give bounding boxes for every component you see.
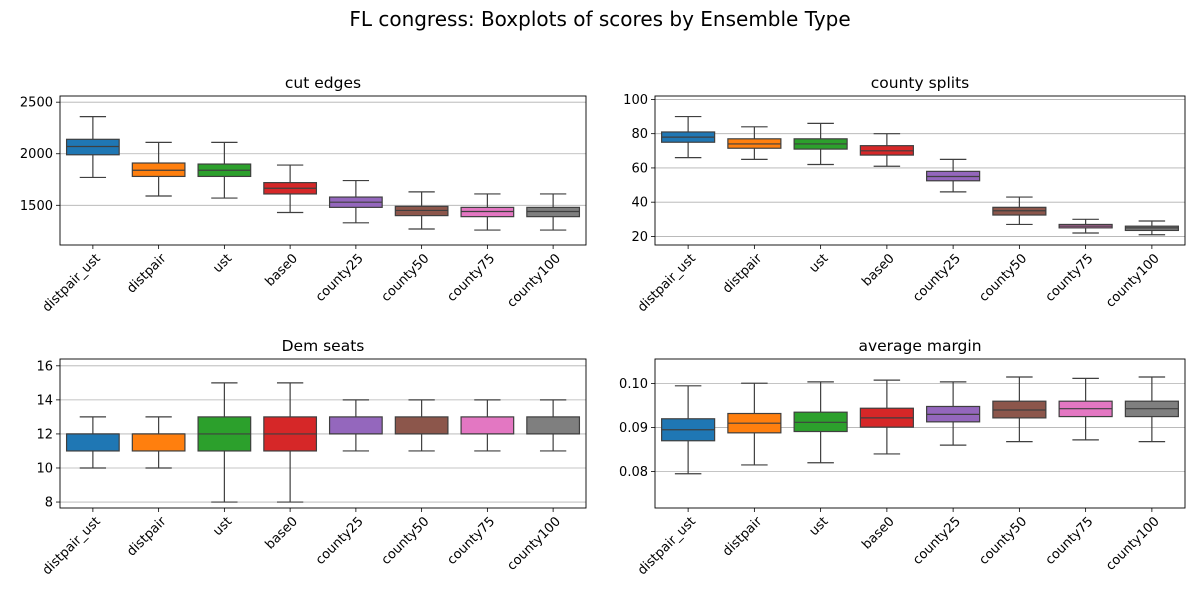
- x-tick-label: distpair_ust: [635, 251, 699, 315]
- x-tick-label: ust: [807, 251, 832, 276]
- box-distpair_ust: [65, 433, 120, 452]
- x-tick-label: county75: [445, 251, 499, 305]
- box-distpair: [131, 433, 186, 452]
- subplot-title: county splits: [871, 74, 970, 92]
- y-tick-label: 100: [623, 93, 648, 108]
- x-tick-label: county100: [1103, 251, 1163, 311]
- x-tick-label: county25: [313, 251, 367, 305]
- x-tick-label: base0: [263, 251, 301, 289]
- x-tick-label: ust: [210, 251, 235, 276]
- x-tick-label: county25: [313, 514, 367, 568]
- x-tick-label: county50: [977, 514, 1031, 568]
- box-county50: [394, 416, 449, 435]
- x-tick-label: county75: [1043, 514, 1097, 568]
- subplot-average-margin: average margin 0.08 0.09 0.10 distpair_ust di…: [619, 337, 1186, 578]
- subplot-cut-edges: cut edges 1500 2000 2500 distpair_ust distpai…: [20, 74, 587, 315]
- y-tick-label: 14: [36, 393, 53, 408]
- subplot-title: cut edges: [285, 74, 361, 92]
- box-county75: [460, 416, 515, 435]
- x-tick-label: county75: [1043, 251, 1097, 305]
- y-tick-label: 20: [631, 230, 648, 245]
- subplot-title: average margin: [858, 337, 981, 355]
- y-tick-label: 80: [631, 127, 648, 142]
- x-tick-label: distpair: [124, 514, 170, 560]
- x-tick-label: distpair: [124, 251, 170, 297]
- subplot-title: Dem seats: [282, 337, 365, 355]
- x-tick-label: county50: [379, 514, 433, 568]
- x-tick-label: distpair_ust: [40, 251, 104, 315]
- x-tick-label: ust: [807, 514, 832, 539]
- x-tick-label: distpair_ust: [40, 514, 104, 578]
- y-tick-label: 2000: [20, 147, 53, 162]
- x-tick-label: county75: [445, 514, 499, 568]
- axes-frame: [59, 95, 587, 246]
- y-tick-label: 16: [36, 359, 53, 374]
- x-tick-label: distpair_ust: [635, 514, 699, 578]
- box-county100: [526, 416, 581, 435]
- axes-frame: [654, 358, 1186, 509]
- y-tick-label: 40: [631, 196, 648, 211]
- y-tick-label: 10: [36, 461, 53, 476]
- y-tick-label: 1500: [20, 199, 53, 214]
- x-tick-label: distpair: [720, 514, 766, 560]
- x-tick-label: county25: [910, 251, 964, 305]
- y-tick-label: 8: [45, 496, 53, 511]
- figure-title: FL congress: Boxplots of scores by Ensem…: [349, 7, 851, 31]
- x-tick-label: county25: [910, 514, 964, 568]
- y-tick-label: 0.08: [619, 465, 648, 480]
- x-tick-label: base0: [859, 514, 897, 552]
- x-tick-label: distpair: [720, 251, 766, 297]
- subplot-county-splits: county splits 20 40 60 80 100 distpair_ust dist…: [623, 74, 1186, 315]
- y-tick-label: 0.09: [619, 421, 648, 436]
- y-tick-label: 2500: [20, 96, 53, 111]
- x-tick-label: county100: [504, 251, 564, 311]
- x-tick-label: county100: [1103, 514, 1163, 574]
- y-tick-label: 0.10: [619, 377, 648, 392]
- x-tick-label: base0: [859, 251, 897, 289]
- axes-frame: [59, 358, 587, 509]
- y-tick-label: 12: [36, 427, 53, 442]
- x-tick-label: county50: [379, 251, 433, 305]
- y-tick-label: 60: [631, 161, 648, 176]
- subplot-dem-seats: Dem seats 8 10 12 14 16 distpair_ust distpair us…: [36, 337, 587, 578]
- x-tick-label: ust: [210, 514, 235, 539]
- x-tick-label: county100: [504, 514, 564, 574]
- axes-frame: [654, 95, 1186, 246]
- x-tick-label: base0: [263, 514, 301, 552]
- box-county25: [328, 416, 383, 435]
- x-tick-label: county50: [977, 251, 1031, 305]
